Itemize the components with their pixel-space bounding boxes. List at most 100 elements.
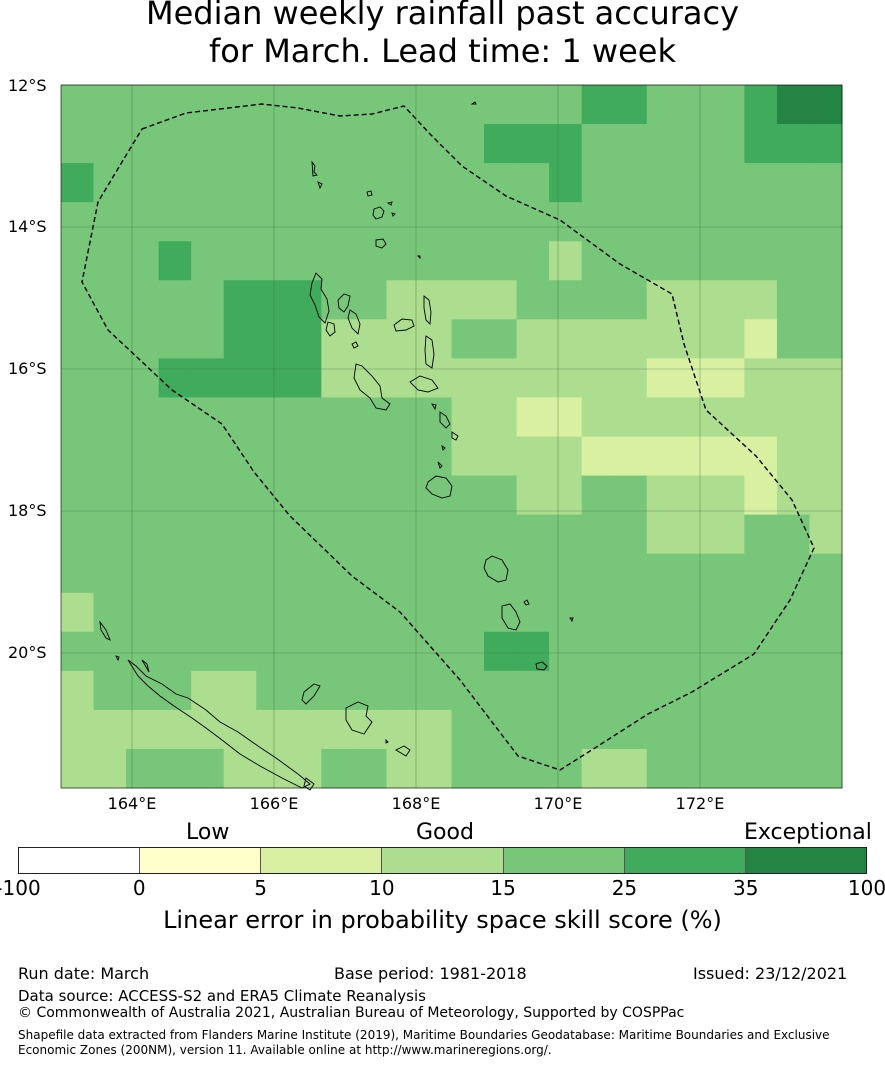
lat-label-18s: 18°S bbox=[8, 501, 47, 520]
grid-cell bbox=[223, 124, 257, 164]
map-title-line1: Median weekly rainfall past accuracy bbox=[145, 0, 740, 32]
grid-cell bbox=[711, 358, 745, 398]
grid-cell bbox=[386, 553, 420, 594]
grid-cell bbox=[61, 163, 95, 203]
grid-cell bbox=[744, 592, 778, 633]
grid-cell bbox=[321, 709, 355, 750]
grid-cell bbox=[353, 670, 387, 711]
grid-cell bbox=[386, 592, 420, 633]
grid-cell bbox=[809, 397, 843, 437]
grid-cell bbox=[549, 241, 583, 281]
grid-cell bbox=[353, 85, 387, 125]
grid-cell bbox=[614, 397, 648, 437]
grid-cell bbox=[614, 475, 648, 516]
grid-cell bbox=[126, 280, 160, 320]
grid-cell bbox=[93, 475, 127, 516]
grid-cell bbox=[451, 631, 485, 672]
grid-cell bbox=[256, 319, 290, 359]
grid-cell bbox=[614, 592, 648, 633]
island-grande-terre bbox=[127, 659, 311, 789]
grid-cell bbox=[679, 319, 713, 359]
grid-cell bbox=[484, 124, 518, 164]
grid-cell bbox=[191, 124, 225, 164]
grid-cell bbox=[646, 85, 680, 125]
grid-cell bbox=[288, 397, 322, 437]
shapefile-credit: Shapefile data extracted from Flanders M… bbox=[18, 1028, 868, 1058]
grid-cell bbox=[484, 358, 518, 398]
grid-cell bbox=[93, 514, 127, 555]
grid-cell bbox=[353, 163, 387, 203]
grid-cell bbox=[223, 202, 257, 242]
grid-cell bbox=[158, 514, 192, 555]
grid-cell bbox=[126, 436, 160, 477]
grid-cell bbox=[679, 280, 713, 320]
grid-cell bbox=[549, 631, 583, 672]
grid-cell bbox=[679, 163, 713, 203]
grid-cell bbox=[809, 202, 843, 242]
island-aniwa bbox=[523, 599, 530, 606]
grid-cell bbox=[353, 280, 387, 320]
grid-cell bbox=[191, 631, 225, 672]
grid-cell bbox=[679, 436, 713, 477]
grid-cell bbox=[581, 163, 615, 203]
grid-cell bbox=[191, 475, 225, 516]
grid-cell bbox=[451, 436, 485, 477]
grid-cell bbox=[549, 670, 583, 711]
eez-boundary bbox=[81, 103, 815, 771]
grid-cell bbox=[321, 592, 355, 633]
island-erromango bbox=[483, 555, 509, 583]
data-source: Data source: ACCESS-S2 and ERA5 Climate … bbox=[18, 987, 426, 1005]
grid-cell bbox=[321, 202, 355, 242]
grid-cell bbox=[191, 163, 225, 203]
grid-cell bbox=[418, 85, 452, 125]
grid-cell bbox=[61, 631, 95, 672]
grid-cell bbox=[223, 358, 257, 398]
grid-cell bbox=[256, 202, 290, 242]
grid-cell bbox=[386, 709, 420, 750]
grid-cell bbox=[744, 709, 778, 750]
grid-cell bbox=[353, 358, 387, 398]
grid-cell bbox=[809, 163, 843, 203]
grid-cell bbox=[451, 475, 485, 516]
grid-cell bbox=[353, 124, 387, 164]
grid-cell bbox=[223, 436, 257, 477]
grid-cell bbox=[418, 241, 452, 281]
grid-cell bbox=[711, 670, 745, 711]
grid-cell bbox=[484, 514, 518, 555]
grid-cell bbox=[61, 592, 95, 633]
grid-cell bbox=[126, 748, 160, 789]
grid-cell bbox=[223, 280, 257, 320]
legend-category-exceptional: Exceptional bbox=[744, 820, 872, 845]
grid-cell bbox=[776, 319, 810, 359]
grid-cell bbox=[61, 397, 95, 437]
grid-cell bbox=[451, 553, 485, 594]
grid-cell bbox=[451, 397, 485, 437]
grid-cell bbox=[679, 124, 713, 164]
grid-cell bbox=[353, 514, 387, 555]
grid-cell bbox=[256, 397, 290, 437]
grid-cell bbox=[126, 709, 160, 750]
grid-cell bbox=[549, 358, 583, 398]
grid-cell bbox=[158, 436, 192, 477]
colorbar-tick-label: 100 bbox=[847, 876, 885, 900]
grid-cell bbox=[386, 280, 420, 320]
colorbar-bin bbox=[140, 848, 262, 873]
island-pentecost bbox=[423, 295, 432, 326]
grid-cell bbox=[93, 748, 127, 789]
grid-cell bbox=[353, 202, 387, 242]
island-banks-2 bbox=[372, 206, 385, 220]
grid-cell bbox=[353, 553, 387, 594]
grid-cell bbox=[61, 436, 95, 477]
grid-cell bbox=[158, 709, 192, 750]
grid-cell bbox=[191, 436, 225, 477]
island-ambae bbox=[393, 318, 415, 332]
grid-cell bbox=[191, 202, 225, 242]
grid-cell bbox=[614, 631, 648, 672]
grid-cell bbox=[61, 358, 95, 398]
grid-cell bbox=[158, 280, 192, 320]
grid-cell bbox=[386, 319, 420, 359]
grid-cell bbox=[776, 670, 810, 711]
grid-cell bbox=[744, 202, 778, 242]
grid-cell bbox=[191, 85, 225, 125]
grid-cell bbox=[158, 670, 192, 711]
